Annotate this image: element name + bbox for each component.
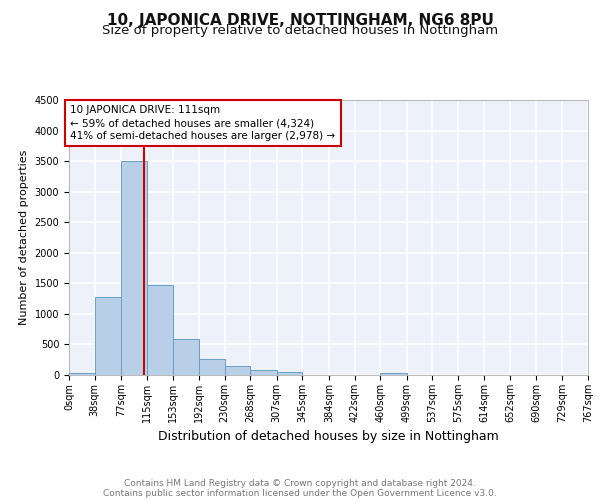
Y-axis label: Number of detached properties: Number of detached properties: [19, 150, 29, 325]
Bar: [69, 373, 95, 375]
Text: 10, JAPONICA DRIVE, NOTTINGHAM, NG6 8PU: 10, JAPONICA DRIVE, NOTTINGHAM, NG6 8PU: [107, 12, 493, 28]
Bar: [95, 297, 121, 375]
Text: 10 JAPONICA DRIVE: 111sqm
← 59% of detached houses are smaller (4,324)
41% of se: 10 JAPONICA DRIVE: 111sqm ← 59% of detac…: [70, 105, 335, 142]
Bar: [380, 373, 407, 375]
Bar: [250, 370, 277, 375]
Bar: [121, 161, 147, 375]
Text: Contains HM Land Registry data © Crown copyright and database right 2024.: Contains HM Land Registry data © Crown c…: [124, 478, 476, 488]
X-axis label: Distribution of detached houses by size in Nottingham: Distribution of detached houses by size …: [158, 430, 499, 444]
Bar: [173, 339, 199, 375]
Bar: [199, 360, 224, 375]
Bar: [224, 366, 250, 375]
Text: Size of property relative to detached houses in Nottingham: Size of property relative to detached ho…: [102, 24, 498, 37]
Bar: [147, 284, 173, 375]
Text: Contains public sector information licensed under the Open Government Licence v3: Contains public sector information licen…: [103, 488, 497, 498]
Bar: [277, 372, 302, 375]
